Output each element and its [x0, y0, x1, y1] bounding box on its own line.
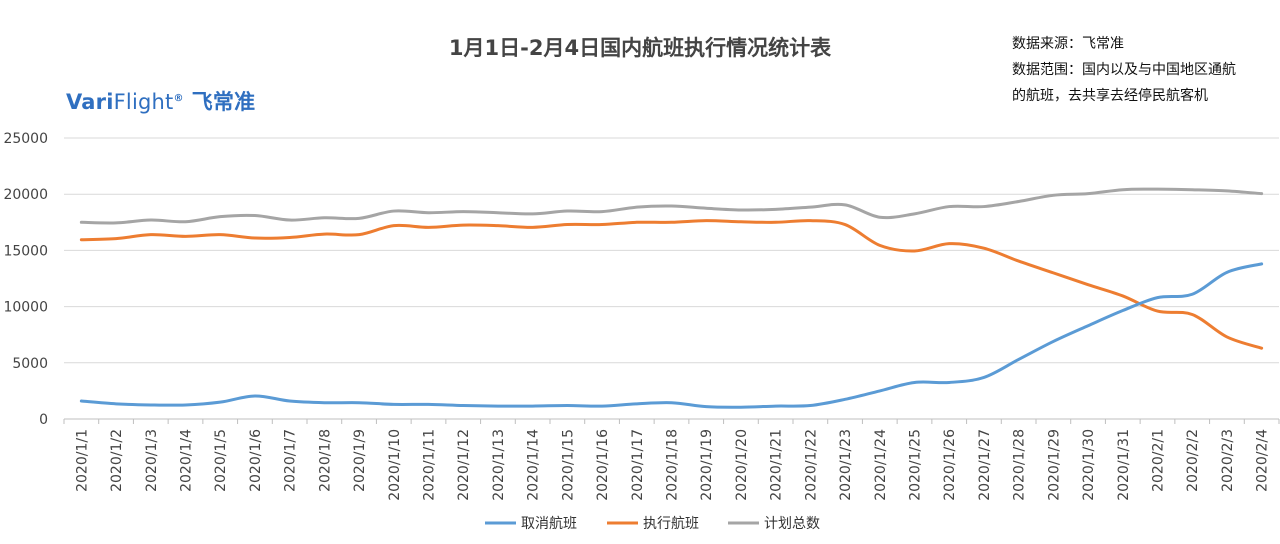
x-tick-label: 2020/1/22: [803, 429, 819, 501]
x-tick-label: 2020/1/5: [213, 429, 229, 492]
x-tick-label: 2020/1/4: [179, 429, 195, 492]
x-tick-label: 2020/2/4: [1255, 429, 1271, 492]
grid-lines: [64, 137, 1279, 364]
source-line: 数据来源：飞常准: [1012, 36, 1124, 52]
x-tick-label: 2020/1/29: [1046, 429, 1062, 501]
x-tick-label: 2020/1/2: [109, 429, 125, 492]
x-tick-label: 2020/1/23: [838, 429, 854, 501]
y-tick-label: 20000: [3, 187, 48, 203]
x-tick-label: 2020/1/19: [699, 429, 715, 501]
x-tick-label: 2020/1/1: [74, 429, 90, 492]
series-lines: [79, 187, 1264, 409]
logo-text-flight: Flight: [113, 90, 174, 114]
x-tick-label: 2020/1/15: [560, 429, 576, 501]
y-tick-label: 5000: [12, 356, 48, 372]
logo-text-vari: Vari: [66, 90, 114, 114]
x-tick-label: 2020/1/14: [526, 429, 542, 501]
axes: 0 5000 10000 15000 20000 25000 2020/1/1 2020/1/…: [3, 131, 1280, 501]
x-tick-label: 2020/1/26: [942, 429, 958, 501]
x-tick-label: 2020/1/25: [908, 429, 924, 501]
x-tick-label: 2020/1/8: [317, 429, 333, 492]
x-tick-label: 2020/1/27: [977, 429, 993, 501]
source-line: 的航班，去共享去经停民航客机: [1012, 88, 1208, 104]
chart-title: 1月1日-2月4日国内航班执行情况统计表: [448, 36, 832, 60]
x-tick-label: 2020/1/20: [734, 429, 750, 501]
x-tick-label: 2020/1/6: [248, 429, 264, 492]
x-tick-label: 2020/1/21: [769, 429, 785, 501]
x-tick-label: 2020/1/12: [456, 429, 472, 501]
x-tick-label: 2020/2/2: [1185, 429, 1201, 492]
logo-text-chinese: 飞常准: [191, 90, 256, 114]
legend-label: 取消航班: [521, 516, 577, 532]
series-line-1: [79, 262, 1264, 409]
y-tick-label: 25000: [3, 131, 48, 147]
x-tick-label: 2020/2/3: [1220, 429, 1236, 492]
x-tick-label: 2020/1/10: [387, 429, 403, 501]
x-tick-label: 2020/1/18: [665, 429, 681, 501]
x-tick-label: 2020/1/31: [1116, 429, 1132, 501]
x-tick-label: 2020/1/24: [873, 429, 889, 501]
x-tick-label: 2020/1/16: [595, 429, 611, 501]
source-line: 数据范围：国内以及与中国地区通航: [1012, 62, 1236, 78]
legend-label: 计划总数: [764, 516, 820, 532]
x-tick-label: 2020/2/1: [1151, 429, 1167, 492]
legend-label: 执行航班: [643, 516, 699, 532]
logo-registered-mark: ®: [173, 93, 184, 104]
x-tick-label: 2020/1/17: [630, 429, 646, 501]
series-line-3: [79, 187, 1264, 225]
varflight-logo: VariFlight® 飞常准: [66, 86, 255, 116]
x-tick-label: 2020/1/7: [283, 429, 299, 492]
legend: 取消航班 执行航班 计划总数: [485, 516, 820, 532]
y-tick-label: 10000: [3, 300, 48, 316]
x-tick-label: 2020/1/9: [352, 429, 368, 492]
series-line-2: [79, 219, 1264, 350]
x-tick-label: 2020/1/30: [1081, 429, 1097, 501]
x-tick-label: 2020/1/13: [491, 429, 507, 501]
x-tick-label: 2020/1/11: [422, 429, 438, 501]
y-tick-label: 15000: [3, 243, 48, 259]
source-note: 数据来源：飞常准 数据范围：国内以及与中国地区通航 的航班，去共享去经停民航客机: [1012, 31, 1274, 109]
x-tick-label: 2020/1/3: [144, 429, 160, 492]
x-tick-label: 2020/1/28: [1012, 429, 1028, 501]
y-tick-label: 0: [39, 412, 48, 428]
